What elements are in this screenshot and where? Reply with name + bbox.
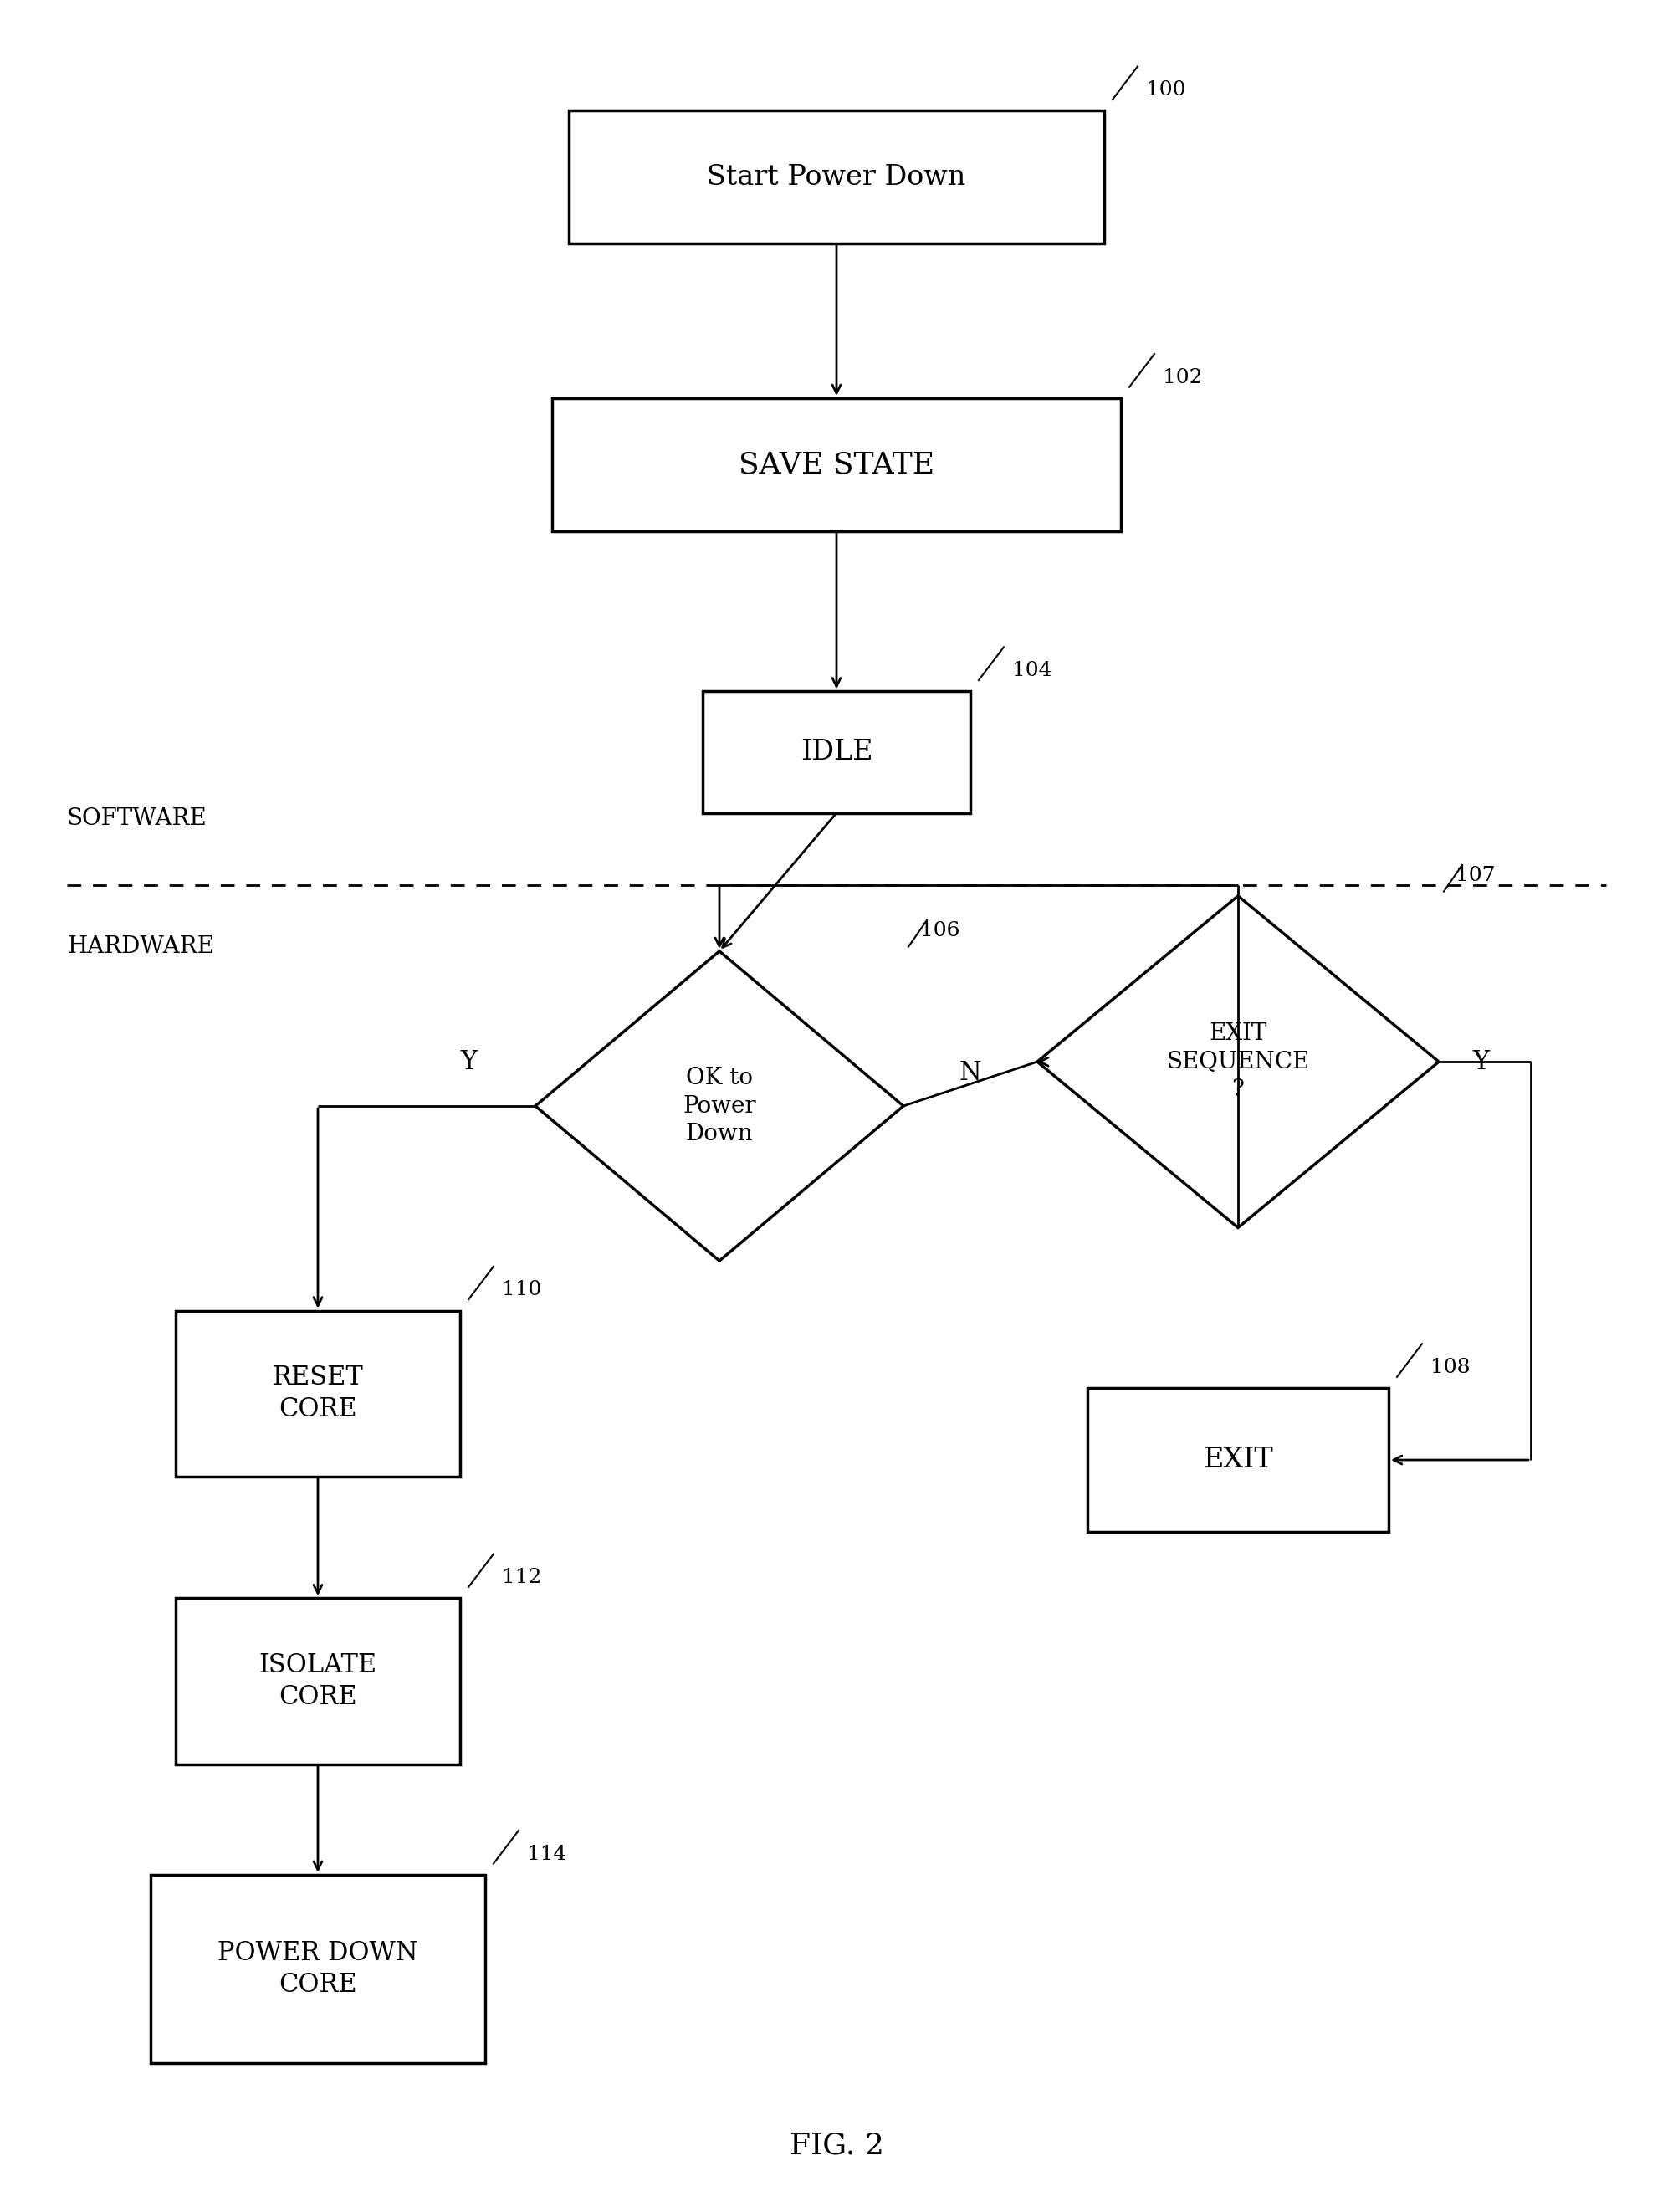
Text: 110: 110: [502, 1281, 542, 1301]
Text: SAVE STATE: SAVE STATE: [738, 451, 935, 478]
Text: OK to
Power
Down: OK to Power Down: [683, 1066, 756, 1146]
Text: EXIT: EXIT: [1203, 1447, 1273, 1473]
Bar: [176, 1310, 460, 1478]
Text: FIG. 2: FIG. 2: [790, 2132, 883, 2159]
Polygon shape: [535, 951, 903, 1261]
Text: Start Power Down: Start Power Down: [708, 164, 965, 190]
Bar: [176, 1597, 460, 1765]
Text: HARDWARE: HARDWARE: [67, 936, 214, 958]
Bar: [552, 398, 1121, 531]
Text: 114: 114: [527, 1845, 567, 1863]
Text: Y: Y: [460, 1048, 477, 1075]
Bar: [1087, 1389, 1389, 1531]
Text: POWER DOWN
CORE: POWER DOWN CORE: [217, 1940, 418, 1997]
Bar: [703, 690, 970, 812]
Text: 108: 108: [1430, 1358, 1471, 1376]
Text: 100: 100: [1146, 80, 1186, 100]
Text: N: N: [959, 1060, 982, 1086]
Text: IDLE: IDLE: [800, 739, 873, 765]
Text: 102: 102: [1163, 367, 1203, 387]
Text: Y: Y: [1472, 1048, 1489, 1075]
Text: 112: 112: [502, 1568, 542, 1588]
Text: 104: 104: [1012, 661, 1052, 681]
Text: SOFTWARE: SOFTWARE: [67, 807, 207, 830]
Text: ISOLATE
CORE: ISOLATE CORE: [259, 1652, 376, 1710]
Bar: [569, 111, 1104, 243]
Polygon shape: [1037, 896, 1439, 1228]
Text: 106: 106: [920, 920, 960, 940]
Text: 107: 107: [1456, 865, 1496, 885]
Text: RESET
CORE: RESET CORE: [273, 1365, 363, 1422]
Text: EXIT
SEQUENCE
?: EXIT SEQUENCE ?: [1166, 1022, 1310, 1102]
Bar: [151, 1874, 485, 2062]
